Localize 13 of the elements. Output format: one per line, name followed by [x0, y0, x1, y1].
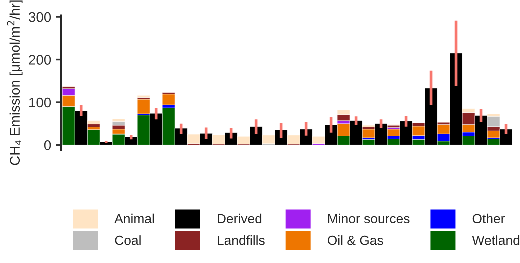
legend-label: Other	[472, 214, 506, 224]
y-axis-title: CH₄ Emission [μmol/m$^{2}$/hr]	[7, 0, 23, 166]
legend-label: Landfills	[218, 236, 265, 246]
legend-label: Derived	[218, 214, 262, 224]
y-tick-label: 100	[30, 98, 52, 108]
legend-label: Wetland	[472, 236, 520, 246]
y-tick-label: 300	[28, 12, 52, 22]
legend-label: Oil & Gas	[328, 236, 384, 246]
legend-label: Minor sources	[328, 214, 410, 224]
legend-label: Coal	[115, 236, 141, 246]
legend-label: Animal	[114, 214, 154, 224]
y-tick-label: 200	[29, 55, 52, 65]
y-tick-label: 0	[44, 140, 52, 150]
